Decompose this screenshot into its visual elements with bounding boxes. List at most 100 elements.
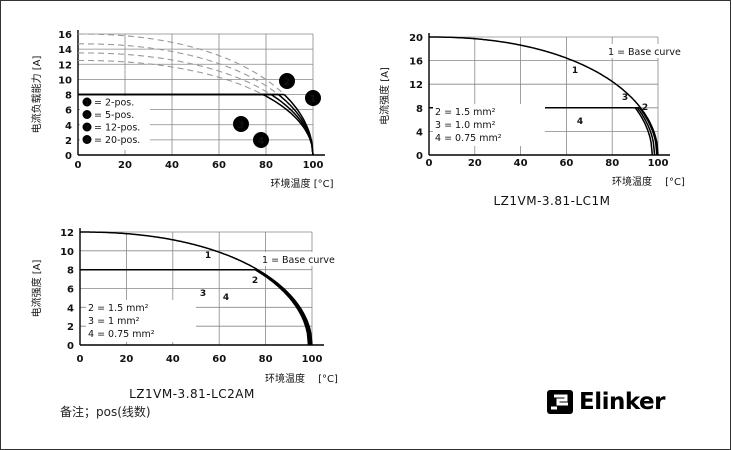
chart3-annotation-line: 2 = 1.5 mm² <box>88 303 149 314</box>
chart1-series-dashed-4 <box>78 59 262 95</box>
chart1-legend-marker-label: 3 <box>85 124 90 132</box>
chart3-series-label-2: 2 <box>252 276 258 286</box>
chart1-series-dashed-1 <box>78 33 283 94</box>
chart1-legend-marker-label: 2 <box>85 112 90 120</box>
chart3-series-label-3: 3 <box>200 289 206 299</box>
chart3-annotation-bg <box>86 300 196 342</box>
chart3-y-tick-label: 10 <box>60 247 74 258</box>
chart1-y-tick-label: 10 <box>58 75 72 86</box>
chart3-y-tick-label: 8 <box>67 266 74 277</box>
chart1-legend-marker-2 <box>82 110 92 119</box>
chart2-series-label-1: 1 <box>572 66 578 76</box>
chart1-y-tick-label: 0 <box>65 151 72 162</box>
chart3-annotation-line: 3 = 1 mm² <box>88 316 140 327</box>
chart1-x-tick-label: 20 <box>118 160 132 171</box>
chart3-annotation-line: 4 = 0.75 mm² <box>88 329 155 340</box>
elinker-logo-icon <box>547 390 573 414</box>
chart2-annotation-line: 4 = 0.75 mm² <box>435 133 502 144</box>
elinker-logo-text: Elinker <box>579 389 665 415</box>
chart1-legend-bg <box>80 96 150 150</box>
chart3-x-axis-label: 环境温度 <box>265 372 305 385</box>
chart1-y-tick-label: 16 <box>58 30 72 41</box>
chart1-y-tick-label: 8 <box>65 91 72 102</box>
chart1-y-tick-label: 2 <box>65 136 72 147</box>
chart2-y-tick-label: 4 <box>416 127 423 138</box>
chart3-y-tick-label: 12 <box>60 228 74 239</box>
chart3-x-tick-label: 60 <box>212 354 226 365</box>
chart2-title: LZ1VM-3.81-LC1M <box>493 194 610 208</box>
chart1-x-tick-label: 80 <box>259 160 273 171</box>
chart3-y-tick-label: 0 <box>67 341 74 352</box>
chart1-x-tick-label: 60 <box>212 160 226 171</box>
chart1-legend-entry-label: = 12-pos. <box>94 123 140 134</box>
chart1-legend-marker-label: 1 <box>85 99 90 107</box>
chart3-title: LZ1VM-3.81-LC2AM <box>129 387 255 401</box>
chart1-callout-1 <box>305 90 321 106</box>
chart1-legend-entry-label: = 2-pos. <box>94 98 134 109</box>
chart2-annotation-line: 2 = 1.5 mm² <box>435 107 496 118</box>
chart1-x-axis-label: 环境温度 [°C] <box>271 177 334 190</box>
chart1-callout-label: 4 <box>258 136 265 147</box>
chart3-y-axis-label: 电流强度 [A] <box>30 259 43 317</box>
chart3-series-label-1: 1 <box>205 251 211 261</box>
chart1-legend-entry-label: = 5-pos. <box>94 110 134 121</box>
chart1-series-dashed-3 <box>78 52 272 95</box>
chart2-y-tick-label: 16 <box>409 57 423 68</box>
chart2-y-tick-label: 8 <box>416 104 423 115</box>
chart3-legend-bg <box>258 252 336 266</box>
chart3-x-tick-label: 80 <box>259 354 273 365</box>
chart2-y-tick-label: 20 <box>409 33 423 44</box>
chart1-x-tick-label: 0 <box>75 160 82 171</box>
chart2-x-tick-label: 60 <box>559 158 573 169</box>
chart1-y-tick-label: 6 <box>65 106 72 117</box>
chart1-series-4 <box>78 93 314 156</box>
chart2-x-tick-label: 80 <box>605 158 619 169</box>
chart1-x-tick-label: 100 <box>303 160 324 171</box>
chart1-legend-marker-1 <box>82 97 92 107</box>
chart3-x-axis-unit: [°C] <box>318 374 338 385</box>
chart3-y-tick-label: 2 <box>67 322 74 333</box>
chart3-series-label-4: 4 <box>223 293 229 303</box>
chart3-series-4 <box>80 268 310 346</box>
chart1-callout-2 <box>279 73 295 89</box>
chart2-y-axis-label: 电流强度 [A] <box>378 67 391 125</box>
chart2-x-axis-unit: [°C] <box>665 177 685 188</box>
chart1-callout-label: 3 <box>238 120 245 131</box>
chart3-x-tick-label: 0 <box>77 354 84 365</box>
chart1-y-tick-label: 4 <box>65 121 72 132</box>
chart1-legend-marker-4 <box>82 135 92 144</box>
chart2-series-label-2: 2 <box>642 103 648 113</box>
chart2-annotation-bg <box>433 104 545 146</box>
chart2-series-label-3: 3 <box>622 93 628 103</box>
chart3-y-tick-label: 6 <box>67 285 74 296</box>
chart1-y-axis-label: 电流负载能力 [A] <box>30 55 43 133</box>
chart1-y-tick-label: 14 <box>58 45 72 56</box>
chart2-x-tick-label: 40 <box>514 158 528 169</box>
chart1-callout-label: 1 <box>310 94 317 105</box>
chart2-x-tick-label: 100 <box>648 158 669 169</box>
chart1-y-tick-label: 12 <box>58 60 72 71</box>
chart3-x-tick-label: 100 <box>302 354 323 365</box>
chart2-x-tick-label: 20 <box>468 158 482 169</box>
chart2-x-tick-label: 0 <box>426 158 433 169</box>
chart2-x-axis-label: 环境温度 <box>612 175 652 188</box>
chart3-legend-text: 1 = Base curve <box>262 255 335 266</box>
chart1-callout-4 <box>253 132 269 148</box>
chart2-series-1 <box>429 36 659 156</box>
chart3-x-tick-label: 40 <box>166 354 180 365</box>
chart3-x-tick-label: 20 <box>119 354 133 365</box>
chart2-series-label-4: 4 <box>577 117 583 127</box>
chart1-callout-label: 2 <box>284 77 291 88</box>
chart1-legend-marker-3 <box>82 122 92 132</box>
elinker-logo: Elinker <box>546 385 665 419</box>
chart3-y-tick-label: 4 <box>67 303 74 314</box>
chart1-x-tick-label: 40 <box>165 160 179 171</box>
chart2-y-tick-label: 0 <box>416 151 423 162</box>
chart1-legend-entry-label: = 20-pos. <box>94 135 140 146</box>
chart2-y-tick-label: 12 <box>409 80 423 91</box>
